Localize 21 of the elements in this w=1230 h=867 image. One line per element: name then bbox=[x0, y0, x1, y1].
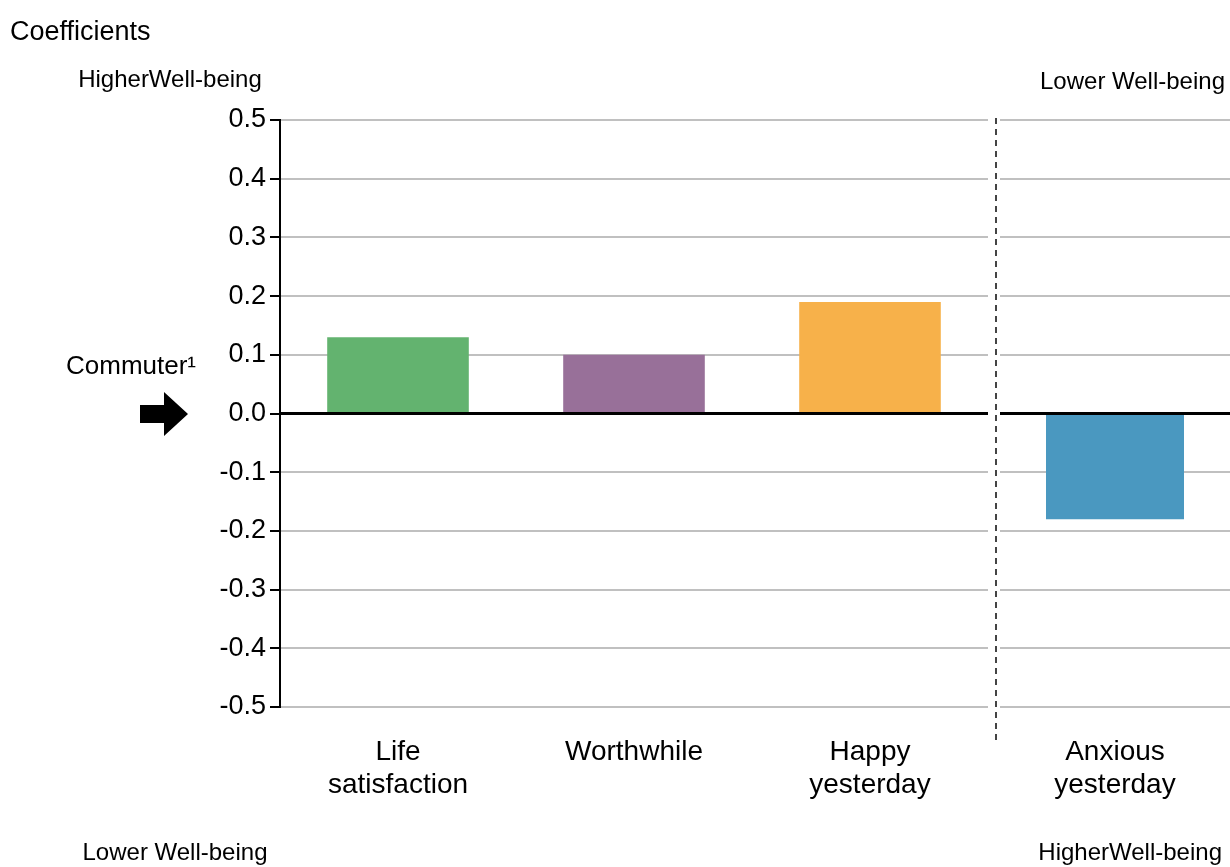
y-tick-label: 0.0 bbox=[228, 396, 266, 427]
y-tick-label: 0.3 bbox=[228, 220, 266, 251]
y-tick-label: 0.2 bbox=[228, 279, 266, 310]
y-tick-label: -0.1 bbox=[219, 455, 266, 486]
ref-line-label: Commuter¹ bbox=[65, 349, 197, 380]
x-tick-label: Happy yesterday bbox=[809, 734, 931, 800]
x-tick-label: Life satisfaction bbox=[327, 734, 469, 800]
y-tick-label: -0.4 bbox=[219, 631, 266, 662]
y-tick-label: -0.3 bbox=[219, 573, 266, 604]
y-tick-label: 0.1 bbox=[228, 338, 266, 369]
text: HigherWell-being bbox=[78, 64, 262, 92]
y-tick-label: -0.5 bbox=[219, 690, 266, 721]
text: Lower Well-being bbox=[1040, 66, 1225, 94]
x-tick-label: Worthwhile bbox=[565, 734, 703, 766]
y-tick-label: 0.5 bbox=[228, 103, 266, 134]
y-axis-title: Coefficients bbox=[10, 16, 151, 47]
y-tick-label: -0.2 bbox=[219, 514, 266, 545]
text: Lower Well-being bbox=[82, 837, 268, 865]
x-tick-label: Anxious yesterday bbox=[1054, 734, 1176, 800]
text: HigherWell-being bbox=[1038, 837, 1222, 865]
y-tick-label: 0.4 bbox=[228, 162, 266, 193]
